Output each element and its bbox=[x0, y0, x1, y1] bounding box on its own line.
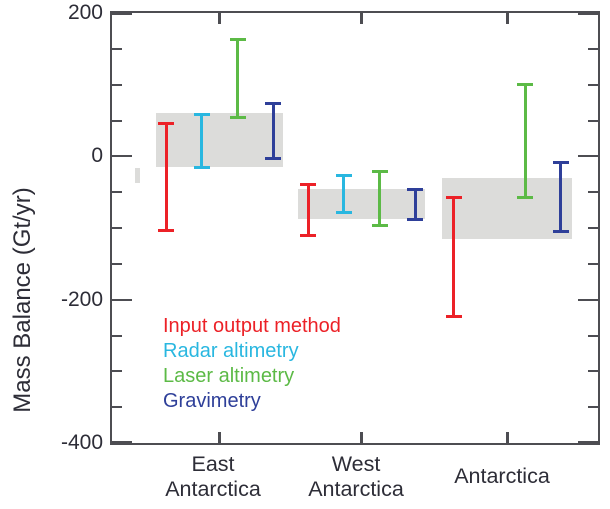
minor-tick-left bbox=[112, 227, 122, 229]
legend-item-gravimetry: Gravimetry bbox=[163, 390, 261, 412]
y-tick-label-0: 0 bbox=[91, 144, 103, 168]
category-tick-bottom-east-antarctica bbox=[218, 432, 221, 443]
error-bar-stem bbox=[559, 160, 562, 233]
legend-item-laser: Laser altimetry bbox=[163, 365, 295, 387]
minor-tick-right bbox=[588, 47, 598, 50]
minor-tick-right bbox=[588, 262, 598, 265]
x-axis-label-line: Antarctica bbox=[165, 477, 261, 501]
x-axis-label-line: Antarctica bbox=[308, 477, 404, 501]
error-bar-gravimetry-east-antarctica bbox=[265, 101, 281, 160]
error-bar-radar-east-antarctica bbox=[193, 113, 210, 170]
major-tick-right bbox=[578, 298, 598, 301]
minor-tick-left bbox=[112, 47, 122, 50]
error-bar-gravimetry-west-antarctica bbox=[407, 187, 423, 221]
x-axis-label-west-antarctica: West Antarctica bbox=[276, 452, 436, 502]
major-tick-left bbox=[112, 13, 132, 15]
minor-tick-left bbox=[112, 191, 122, 194]
minor-tick-right bbox=[588, 191, 598, 194]
minor-tick-left bbox=[112, 370, 122, 373]
category-tick-bottom-antarctica bbox=[505, 432, 509, 443]
error-bar-stem bbox=[164, 121, 168, 232]
error-bar-input_output-west-antarctica bbox=[300, 182, 316, 238]
error-bar-input_output-east-antarctica bbox=[158, 121, 174, 232]
category-tick-top-antarctica bbox=[505, 13, 509, 24]
category-tick-bottom-west-antarctica bbox=[360, 432, 363, 443]
y-tick-label--400: -400 bbox=[60, 431, 103, 454]
stray-gray-mark bbox=[135, 168, 140, 183]
minor-tick-left bbox=[112, 334, 122, 337]
major-tick-right bbox=[578, 155, 598, 158]
error-bar-stem bbox=[452, 195, 455, 318]
error-bar-stem bbox=[236, 38, 239, 120]
error-bar-laser-west-antarctica bbox=[371, 169, 388, 228]
minor-tick-left bbox=[112, 83, 122, 86]
consensus-band-antarctica bbox=[442, 177, 572, 239]
x-axis-label-east-antarctica: East Antarctica bbox=[133, 452, 293, 502]
minor-tick-left bbox=[112, 119, 122, 122]
major-tick-left bbox=[112, 298, 132, 301]
legend-item-radar: Radar altimetry bbox=[163, 340, 299, 362]
major-tick-left bbox=[112, 441, 132, 443]
category-tick-top-east-antarctica bbox=[218, 13, 221, 24]
major-tick-right bbox=[578, 441, 598, 443]
error-bar-gravimetry-antarctica bbox=[552, 160, 569, 233]
error-bar-radar-west-antarctica bbox=[335, 174, 352, 214]
y-tick-label--200: -200 bbox=[60, 287, 103, 311]
error-bar-laser-antarctica bbox=[517, 83, 533, 200]
major-tick-right bbox=[578, 13, 598, 15]
error-bar-stem bbox=[342, 174, 345, 214]
minor-tick-right bbox=[588, 227, 598, 229]
error-bar-stem bbox=[378, 169, 381, 228]
major-tick-left bbox=[112, 155, 132, 158]
x-axis-label-line: Antarctica bbox=[454, 464, 550, 488]
consensus-band-east-antarctica bbox=[156, 113, 283, 168]
minor-tick-left bbox=[112, 406, 122, 409]
minor-tick-left bbox=[112, 262, 122, 265]
error-bar-stem bbox=[413, 187, 417, 221]
minor-tick-right bbox=[588, 334, 598, 337]
minor-tick-right bbox=[588, 119, 598, 122]
error-bar-stem bbox=[523, 83, 527, 200]
error-bar-input_output-antarctica bbox=[445, 195, 462, 318]
category-tick-top-west-antarctica bbox=[360, 13, 363, 24]
minor-tick-right bbox=[588, 83, 598, 86]
minor-tick-right bbox=[588, 406, 598, 409]
x-axis-label-line: West bbox=[331, 452, 381, 476]
error-bar-stem bbox=[271, 101, 275, 160]
minor-tick-right bbox=[588, 370, 598, 373]
error-bar-laser-east-antarctica bbox=[229, 38, 246, 120]
x-axis-label-antarctica: Antarctica bbox=[422, 452, 582, 489]
legend-item-input_output: Input output method bbox=[163, 315, 341, 337]
consensus-band-west-antarctica bbox=[298, 189, 425, 220]
error-bar-stem bbox=[200, 113, 203, 170]
y-tick-label-200: 200 bbox=[67, 1, 103, 24]
x-axis-label-line: East bbox=[191, 452, 235, 476]
plot-area: Input output method Radar altimetry Laser … bbox=[110, 11, 600, 445]
error-bar-stem bbox=[306, 182, 310, 238]
